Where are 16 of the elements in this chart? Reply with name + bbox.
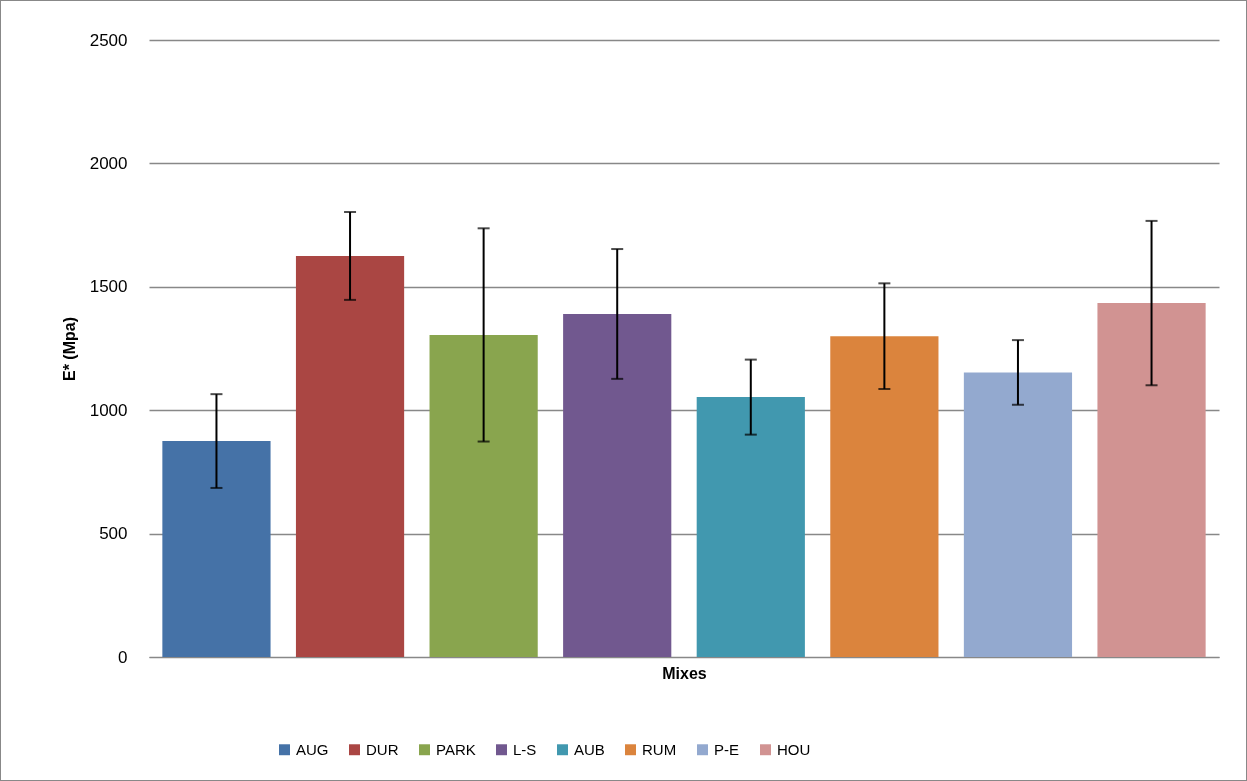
legend-label: PARK xyxy=(436,740,476,758)
x-axis-title: Mixes xyxy=(662,664,707,682)
y-tick-label: 2500 xyxy=(89,30,128,50)
y-tick-label: 0 xyxy=(118,647,128,667)
legend-label: DUR xyxy=(366,740,399,758)
legend-label: L-S xyxy=(513,740,537,758)
y-axis-title: E* (Mpa) xyxy=(60,317,78,381)
legend-label: AUG xyxy=(296,740,329,758)
y-tick-label: 500 xyxy=(99,524,128,544)
y-tick-label: 2000 xyxy=(89,153,128,173)
legend-label: HOU xyxy=(777,740,811,758)
legend-label: P-E xyxy=(714,740,740,758)
legend-label: RUM xyxy=(642,740,677,758)
y-tick-label: 1000 xyxy=(89,400,128,420)
y-tick-label: 1500 xyxy=(89,277,128,297)
legend-label: AUB xyxy=(574,740,605,758)
